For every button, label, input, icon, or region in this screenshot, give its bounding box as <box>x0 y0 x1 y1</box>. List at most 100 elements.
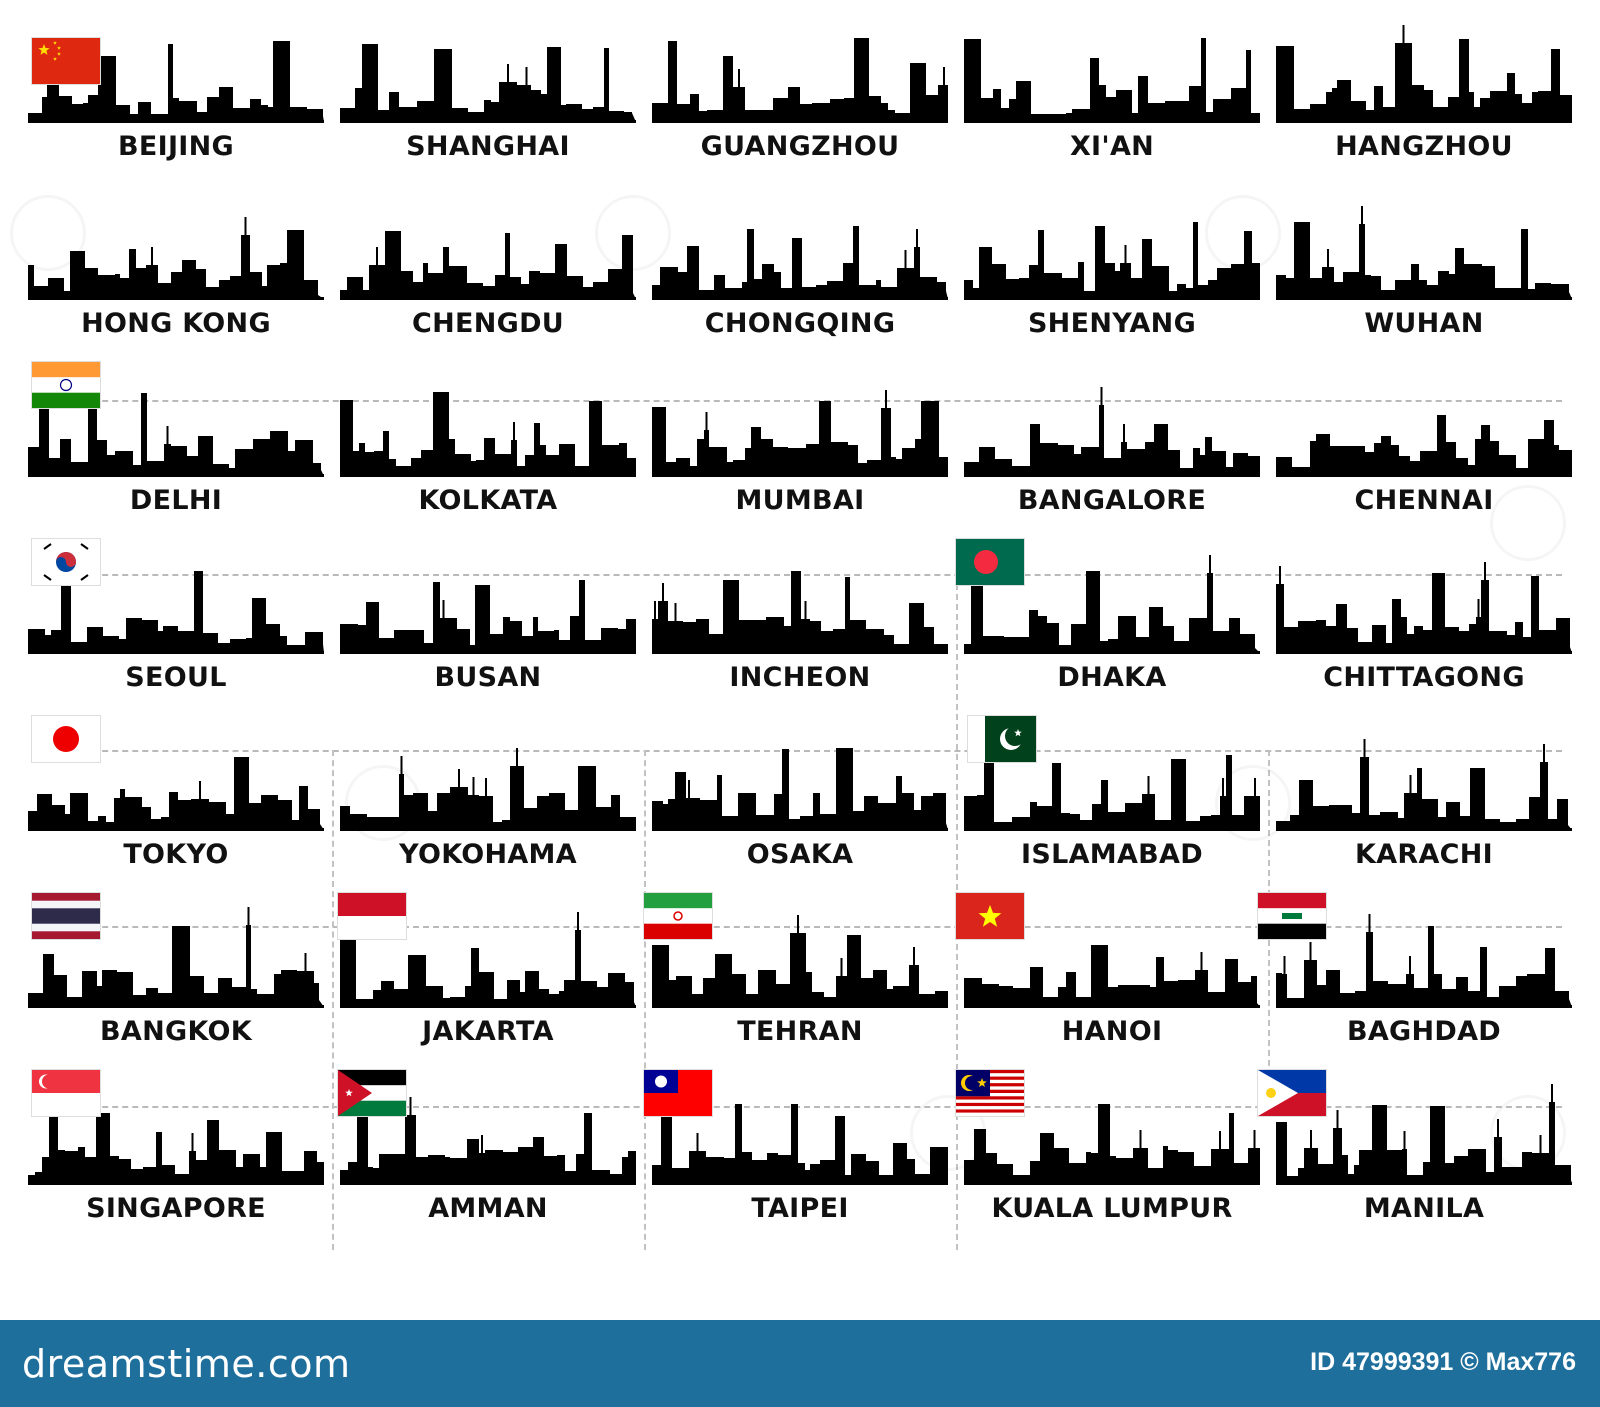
ground-line <box>964 828 1260 831</box>
city-name: SHENYANG <box>1027 308 1197 339</box>
ground-line <box>1276 828 1572 831</box>
skyline-shape <box>1276 914 1572 1007</box>
ground-line <box>340 651 636 654</box>
ground-line <box>340 828 636 831</box>
skyline-shape <box>1276 1084 1572 1184</box>
ground-line <box>652 1005 948 1008</box>
footer-bar: dreamstime.com ID 47999391 © Max776 <box>0 1320 1600 1407</box>
ground-line <box>964 1182 1260 1185</box>
city-tile-manila: MANILA <box>1258 1062 1580 1238</box>
skyline-shape <box>964 555 1260 653</box>
city-name: WUHAN <box>1364 308 1484 339</box>
skyline-silhouette <box>28 1092 324 1185</box>
skyline-grid: BEIJING SHANGHAI GUANGZHOU XI'AN HANGZHOU HON… <box>10 25 1580 1250</box>
skyline-silhouette <box>340 748 636 831</box>
ground-line <box>28 828 324 831</box>
flag-china-icon <box>32 38 100 84</box>
city-tile-chongqing: CHONGQING <box>644 177 956 353</box>
skyline-silhouette <box>964 222 1260 300</box>
city-name: CHITTAGONG <box>1323 662 1525 693</box>
city-tile-amman: AMMAN <box>332 1062 644 1238</box>
ground-line <box>1276 1182 1572 1185</box>
city-tile-hanoi: HANOI <box>956 885 1268 1061</box>
ground-line <box>652 474 948 477</box>
skyline-silhouette <box>340 231 636 300</box>
flag-bangladesh-icon <box>956 539 1024 585</box>
skyline-silhouette <box>340 912 636 1008</box>
skyline-shape <box>1276 25 1572 122</box>
city-tile-chennai: CHENNAI <box>1268 354 1580 530</box>
flag-pakistan-icon <box>968 716 1036 762</box>
city-tile-osaka: OSAKA <box>644 708 956 884</box>
dreamstime-logo[interactable]: dreamstime.com <box>22 1342 351 1386</box>
column-divider <box>332 750 334 1250</box>
skyline-shape <box>652 38 948 122</box>
ground-line <box>652 297 948 300</box>
ground-line <box>28 297 324 300</box>
flag-singapore-icon <box>32 1070 100 1116</box>
city-name: CHONGQING <box>704 308 896 339</box>
flag-south-korea-icon <box>32 539 100 585</box>
ground-line <box>340 474 636 477</box>
city-name: BANGKOK <box>100 1016 252 1047</box>
skyline-shape <box>652 226 948 299</box>
skyline-shape <box>340 912 636 1007</box>
skyline-silhouette <box>964 38 1260 123</box>
ground-line <box>28 1182 324 1185</box>
city-tile-karachi: KARACHI <box>1268 708 1580 884</box>
flag-iraq-icon <box>1258 893 1326 939</box>
skyline-silhouette <box>28 41 324 123</box>
ground-line <box>28 651 324 654</box>
ground-line <box>964 120 1260 123</box>
city-name: CHENGDU <box>411 308 565 339</box>
city-tile-tokyo: TOKYO <box>20 708 332 884</box>
ground-line <box>652 120 948 123</box>
image-credit: ID 47999391 © Max776 <box>1310 1348 1576 1376</box>
city-name: HANGZHOU <box>1335 131 1513 162</box>
city-name: TOKYO <box>123 839 229 870</box>
city-name: DELHI <box>129 485 223 516</box>
skyline-silhouette <box>1276 415 1572 477</box>
skyline-silhouette <box>1276 206 1572 300</box>
city-name: DHAKA <box>1057 662 1167 693</box>
city-tile-tehran: TEHRAN <box>644 885 956 1061</box>
city-tile-hong-kong: HONG KONG <box>20 177 332 353</box>
city-name: BAGHDAD <box>1346 1016 1502 1047</box>
city-name: AMMAN <box>428 1193 548 1224</box>
city-name: KOLKATA <box>418 485 558 516</box>
city-name: BUSAN <box>434 662 542 693</box>
flag-malaysia-icon <box>956 1070 1024 1116</box>
skyline-silhouette <box>964 737 1260 831</box>
skyline-silhouette <box>964 1104 1260 1185</box>
skyline-silhouette <box>340 580 636 654</box>
skyline-silhouette <box>652 571 948 654</box>
skyline-shape <box>1276 415 1572 476</box>
watermark-swirl-icon <box>10 195 86 271</box>
city-tile-bangkok: BANGKOK <box>20 885 332 1061</box>
skyline-silhouette <box>652 226 948 300</box>
city-name: TEHRAN <box>737 1016 863 1047</box>
watermark-swirl-icon <box>1215 765 1291 841</box>
flag-jordan-icon <box>338 1070 406 1116</box>
city-tile-singapore: SINGAPORE <box>20 1062 332 1238</box>
ground-line <box>28 474 324 477</box>
city-tile-chengdu: CHENGDU <box>332 177 644 353</box>
skyline-silhouette <box>652 390 948 477</box>
city-name: SEOUL <box>125 662 227 693</box>
city-name: ISLAMABAD <box>1021 839 1203 870</box>
skyline-shape <box>28 571 324 653</box>
skyline-shape <box>964 222 1260 299</box>
ground-line <box>340 120 636 123</box>
skyline-shape <box>964 387 1260 476</box>
city-name: KUALA LUMPUR <box>991 1193 1233 1224</box>
city-name: CHENNAI <box>1354 485 1494 516</box>
city-name: MUMBAI <box>735 485 865 516</box>
skyline-shape <box>964 38 1260 122</box>
city-name: INCHEON <box>729 662 871 693</box>
skyline-shape <box>652 915 948 1007</box>
city-tile-chittagong: CHITTAGONG <box>1268 531 1580 707</box>
city-tile-wuhan: WUHAN <box>1268 177 1580 353</box>
city-tile-bangalore: BANGALORE <box>956 354 1268 530</box>
city-tile-incheon: INCHEON <box>644 531 956 707</box>
skyline-shape <box>652 1104 948 1184</box>
